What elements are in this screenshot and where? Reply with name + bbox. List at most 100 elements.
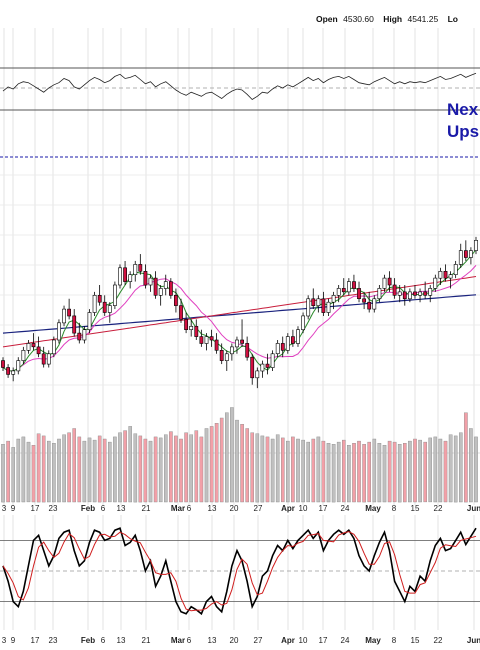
volume-bar xyxy=(128,426,133,503)
x-axis-tick-label: 10 xyxy=(299,504,308,513)
volume-bar xyxy=(26,441,31,503)
volume-bar xyxy=(377,443,382,503)
volume-bar xyxy=(72,428,76,503)
candle-body xyxy=(107,305,112,313)
candle-body xyxy=(316,298,321,306)
candle-body xyxy=(280,343,285,351)
candle-body xyxy=(250,356,255,379)
volume-bar xyxy=(118,432,122,503)
volume-bar xyxy=(209,426,214,503)
volume-bar xyxy=(250,432,255,503)
volume-bar xyxy=(352,443,356,503)
x-axis-tick-label: May xyxy=(365,636,381,645)
x-axis-tick-label: 17 xyxy=(31,504,40,513)
x-axis-tick-label: 20 xyxy=(230,636,239,645)
candle-body xyxy=(275,343,280,354)
candle-body xyxy=(367,301,372,310)
volume-bar xyxy=(77,436,82,503)
candle-body xyxy=(113,284,117,306)
volume-bar xyxy=(459,432,463,503)
candle-body xyxy=(6,367,11,375)
candle-body xyxy=(224,353,229,361)
high-label: High xyxy=(383,14,402,24)
x-axis-tick-label: 17 xyxy=(319,504,328,513)
candle-body xyxy=(169,281,173,296)
volume-bar xyxy=(382,445,387,503)
x-axis-tick-label: 23 xyxy=(49,636,58,645)
x-axis-tick-label: 6 xyxy=(101,504,106,513)
candle-body xyxy=(41,353,46,365)
candle-body xyxy=(407,291,412,300)
x-axis-tick-label: 20 xyxy=(230,504,239,513)
candle-body xyxy=(11,370,16,375)
open-label: Open xyxy=(316,14,338,24)
stoch-k-line xyxy=(2,527,477,616)
volume-bar xyxy=(433,436,438,503)
volume-bar xyxy=(133,433,138,503)
volume-bar xyxy=(270,438,275,503)
x-axis-tick-label: Mar xyxy=(171,636,185,645)
volume-bar xyxy=(199,436,204,503)
volume-bar xyxy=(219,417,224,503)
x-axis-tick-label: 24 xyxy=(341,636,350,645)
volume-bar xyxy=(357,440,361,503)
x-axis-tick-label: Apr xyxy=(281,504,295,513)
x-axis-tick-label: Jun xyxy=(467,636,480,645)
volume-bar xyxy=(47,440,51,503)
volume-bar xyxy=(1,444,5,503)
candle-body xyxy=(36,346,41,355)
stoch-d-line xyxy=(2,531,477,612)
volume-bar xyxy=(92,439,97,503)
candle-body xyxy=(128,274,133,282)
annotation-line-2: Ups xyxy=(447,122,479,141)
volume-bar xyxy=(311,438,316,503)
candle-body xyxy=(392,284,397,296)
volume-bar xyxy=(230,407,234,503)
grid-lines xyxy=(0,28,480,630)
candle-body xyxy=(377,288,382,299)
volume-bar xyxy=(367,441,372,503)
candle-body xyxy=(443,270,448,279)
candle-body xyxy=(189,325,194,330)
volume-bar xyxy=(423,441,428,503)
x-axis-tick-label: 3 xyxy=(2,504,7,513)
fast-moving-average xyxy=(2,249,477,372)
candle-body xyxy=(326,301,331,313)
high-value: 4541.25 xyxy=(407,14,438,24)
candle-body xyxy=(382,277,387,289)
volume-bar xyxy=(408,440,412,503)
volume-bar xyxy=(169,431,173,503)
candle-body xyxy=(143,270,148,286)
candle-body xyxy=(301,315,306,330)
x-axis-tick-label: 8 xyxy=(392,504,397,513)
volume-bar xyxy=(469,428,473,503)
candle-body xyxy=(296,329,300,344)
x-axis-tick-label: Feb xyxy=(81,504,95,513)
candle-body xyxy=(346,281,351,293)
candle-body xyxy=(433,277,438,289)
volume-bar xyxy=(448,434,453,503)
candle-body xyxy=(372,298,377,310)
x-axis-tick-label: 21 xyxy=(142,504,151,513)
volume-bar xyxy=(153,436,158,503)
volume-bar xyxy=(296,438,300,503)
candle-body xyxy=(214,339,219,351)
volume-bar xyxy=(21,436,26,503)
candle-body xyxy=(92,294,97,313)
x-axis-tick-label: 6 xyxy=(101,636,106,645)
candle-body xyxy=(458,250,463,265)
x-axis-tick-label: 9 xyxy=(11,504,16,513)
candle-body xyxy=(26,343,31,351)
volume-bar xyxy=(301,439,305,503)
volume-bar xyxy=(397,444,402,503)
x-axis-tick-label: 6 xyxy=(187,504,192,513)
rsi-line xyxy=(2,72,477,101)
candle-body xyxy=(362,298,367,303)
volume-bar xyxy=(174,435,178,503)
candle-body xyxy=(463,250,468,258)
candle-body xyxy=(453,264,458,275)
candle-body xyxy=(265,363,270,368)
candle-body xyxy=(46,353,51,365)
candle-body xyxy=(413,291,417,296)
mid-moving-average xyxy=(2,265,477,372)
